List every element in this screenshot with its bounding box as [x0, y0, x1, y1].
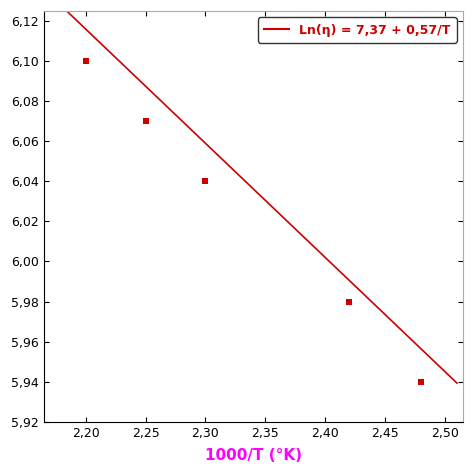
Point: [346, 298, 353, 305]
Point: [82, 57, 90, 65]
Point: [201, 178, 209, 185]
Legend: Ln(η) = 7,37 + 0,57/T: Ln(η) = 7,37 + 0,57/T: [258, 18, 456, 43]
X-axis label: 1000/T (°K): 1000/T (°K): [205, 448, 302, 463]
Point: [417, 378, 425, 385]
Point: [142, 118, 149, 125]
